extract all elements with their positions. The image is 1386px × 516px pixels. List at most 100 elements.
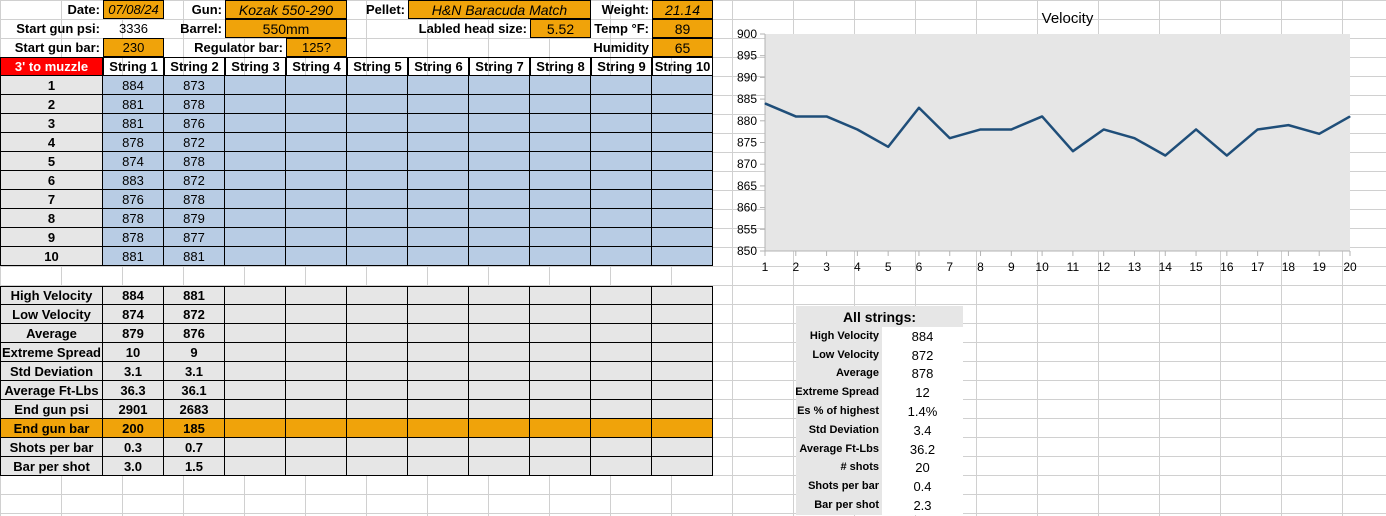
shot-velocity-cell[interactable] [347, 76, 408, 95]
stat-value-cell[interactable] [225, 400, 286, 419]
stat-value-cell[interactable]: 1.5 [164, 457, 225, 476]
shot-velocity-cell[interactable] [347, 171, 408, 190]
shot-velocity-cell[interactable] [408, 228, 469, 247]
stat-value-cell[interactable] [408, 343, 469, 362]
stat-value-cell[interactable] [469, 324, 530, 343]
shot-velocity-cell[interactable] [469, 171, 530, 190]
stat-value-cell[interactable] [591, 419, 652, 438]
stat-value-cell[interactable]: 200 [103, 419, 164, 438]
stat-value-cell[interactable] [286, 362, 347, 381]
stat-value-cell[interactable] [225, 305, 286, 324]
shot-velocity-cell[interactable] [652, 247, 713, 266]
stat-value-cell[interactable] [347, 400, 408, 419]
stat-value-cell[interactable]: 36.3 [103, 381, 164, 400]
shot-velocity-cell[interactable] [652, 171, 713, 190]
stat-value-cell[interactable] [469, 381, 530, 400]
stat-value-cell[interactable]: 3.1 [103, 362, 164, 381]
shot-velocity-cell[interactable] [530, 247, 591, 266]
stat-value-cell[interactable] [652, 286, 713, 305]
shot-velocity-cell[interactable]: 877 [164, 228, 225, 247]
stat-value-cell[interactable]: 879 [103, 324, 164, 343]
shot-velocity-cell[interactable]: 878 [164, 152, 225, 171]
stat-value-cell[interactable] [469, 419, 530, 438]
stat-value-cell[interactable]: 185 [164, 419, 225, 438]
shot-velocity-cell[interactable] [408, 209, 469, 228]
regulator-value[interactable]: 125? [286, 38, 347, 57]
stat-value-cell[interactable] [652, 438, 713, 457]
stat-value-cell[interactable] [225, 324, 286, 343]
shot-velocity-cell[interactable] [469, 247, 530, 266]
stat-value-cell[interactable] [408, 305, 469, 324]
shot-velocity-cell[interactable] [408, 190, 469, 209]
shot-velocity-cell[interactable] [591, 133, 652, 152]
shot-velocity-cell[interactable]: 878 [164, 95, 225, 114]
shot-velocity-cell[interactable] [591, 247, 652, 266]
stat-value-cell[interactable] [225, 438, 286, 457]
stat-value-cell[interactable] [469, 286, 530, 305]
stat-value-cell[interactable] [286, 400, 347, 419]
shot-velocity-cell[interactable] [530, 95, 591, 114]
stat-value-cell[interactable] [530, 419, 591, 438]
shot-velocity-cell[interactable] [286, 76, 347, 95]
stat-value-cell[interactable]: 872 [164, 305, 225, 324]
stat-value-cell[interactable] [530, 324, 591, 343]
shot-velocity-cell[interactable] [652, 209, 713, 228]
stat-value-cell[interactable] [286, 419, 347, 438]
shot-velocity-cell[interactable]: 878 [103, 133, 164, 152]
shot-velocity-cell[interactable] [286, 152, 347, 171]
shot-velocity-cell[interactable] [652, 76, 713, 95]
shot-velocity-cell[interactable] [347, 209, 408, 228]
stat-value-cell[interactable] [652, 324, 713, 343]
shot-velocity-cell[interactable] [469, 152, 530, 171]
stat-value-cell[interactable] [286, 438, 347, 457]
shot-velocity-cell[interactable]: 876 [103, 190, 164, 209]
shot-velocity-cell[interactable] [530, 133, 591, 152]
stat-value-cell[interactable]: 10 [103, 343, 164, 362]
stat-value-cell[interactable]: 2683 [164, 400, 225, 419]
gun-value[interactable]: Kozak 550-290 [225, 0, 347, 19]
shot-velocity-cell[interactable]: 881 [103, 247, 164, 266]
stat-value-cell[interactable] [225, 381, 286, 400]
stat-value-cell[interactable]: 884 [103, 286, 164, 305]
shot-velocity-cell[interactable]: 878 [164, 190, 225, 209]
stat-value-cell[interactable] [225, 419, 286, 438]
shot-velocity-cell[interactable] [225, 171, 286, 190]
stat-value-cell[interactable] [347, 457, 408, 476]
stat-value-cell[interactable] [286, 381, 347, 400]
stat-value-cell[interactable] [591, 457, 652, 476]
start-bar-value[interactable]: 230 [103, 38, 164, 57]
stat-value-cell[interactable] [408, 438, 469, 457]
stat-value-cell[interactable] [591, 324, 652, 343]
stat-value-cell[interactable] [347, 286, 408, 305]
shot-velocity-cell[interactable]: 878 [103, 209, 164, 228]
stat-value-cell[interactable] [530, 343, 591, 362]
shot-velocity-cell[interactable] [408, 95, 469, 114]
stat-value-cell[interactable] [591, 381, 652, 400]
stat-value-cell[interactable] [591, 343, 652, 362]
shot-velocity-cell[interactable]: 884 [103, 76, 164, 95]
stat-value-cell[interactable]: 881 [164, 286, 225, 305]
shot-velocity-cell[interactable] [347, 228, 408, 247]
stat-value-cell[interactable] [286, 343, 347, 362]
shot-velocity-cell[interactable] [469, 133, 530, 152]
shot-velocity-cell[interactable] [591, 114, 652, 133]
shot-velocity-cell[interactable]: 881 [103, 95, 164, 114]
shot-velocity-cell[interactable] [408, 76, 469, 95]
shot-velocity-cell[interactable]: 879 [164, 209, 225, 228]
shot-velocity-cell[interactable] [652, 114, 713, 133]
shot-velocity-cell[interactable] [408, 114, 469, 133]
shot-velocity-cell[interactable] [591, 171, 652, 190]
stat-value-cell[interactable] [408, 400, 469, 419]
shot-velocity-cell[interactable] [591, 228, 652, 247]
stat-value-cell[interactable] [347, 438, 408, 457]
stat-value-cell[interactable] [530, 305, 591, 324]
shot-velocity-cell[interactable]: 876 [164, 114, 225, 133]
shot-velocity-cell[interactable]: 881 [103, 114, 164, 133]
stat-value-cell[interactable] [469, 438, 530, 457]
stat-value-cell[interactable] [408, 419, 469, 438]
stat-value-cell[interactable] [408, 457, 469, 476]
shot-velocity-cell[interactable] [286, 228, 347, 247]
stat-value-cell[interactable]: 9 [164, 343, 225, 362]
shot-velocity-cell[interactable] [225, 114, 286, 133]
date-value[interactable]: 07/08/24 [103, 0, 164, 19]
